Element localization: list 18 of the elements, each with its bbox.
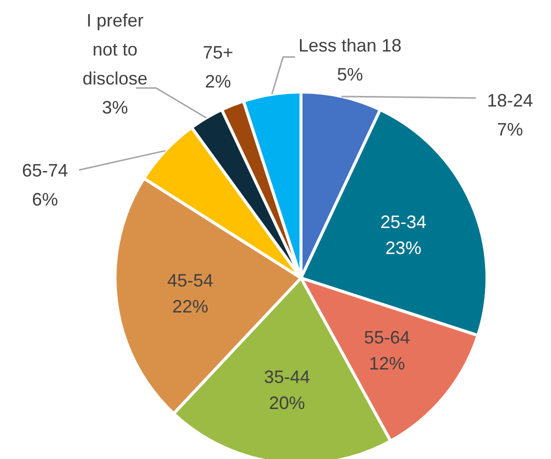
data-label: 12% bbox=[368, 353, 406, 374]
slice-label: I prefer not to disclose bbox=[82, 10, 148, 88]
data-label: 3% bbox=[102, 97, 128, 118]
slice-label: 45-54 bbox=[167, 270, 214, 290]
slice-label: 65-74 bbox=[22, 160, 68, 180]
slice-label: Less than 18 bbox=[298, 35, 402, 56]
slice-label: 35-44 bbox=[264, 367, 310, 388]
slice-label: 75+ bbox=[202, 42, 234, 62]
data-label: 22% bbox=[172, 296, 208, 316]
slice-label: 25-34 bbox=[380, 212, 426, 232]
data-label: 23% bbox=[385, 238, 422, 258]
data-label: 5% bbox=[336, 64, 364, 84]
data-label: 7% bbox=[496, 119, 524, 140]
data-label: 6% bbox=[32, 189, 58, 210]
slice-label: 18-24 bbox=[486, 90, 534, 110]
data-label: 2% bbox=[204, 71, 232, 92]
data-label: 20% bbox=[268, 393, 306, 414]
slice-label: 55-64 bbox=[364, 327, 410, 348]
